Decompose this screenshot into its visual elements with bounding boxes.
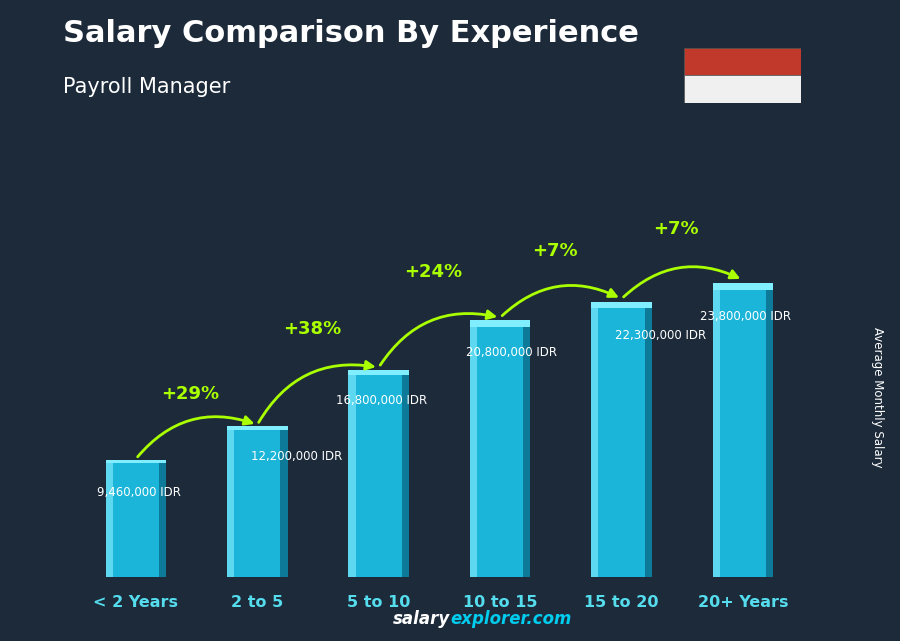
FancyBboxPatch shape <box>227 426 234 577</box>
FancyBboxPatch shape <box>105 460 166 463</box>
Text: 12,200,000 IDR: 12,200,000 IDR <box>251 451 343 463</box>
FancyBboxPatch shape <box>523 320 530 577</box>
Text: 5 to 10: 5 to 10 <box>347 595 410 610</box>
Bar <box>684 76 801 103</box>
Text: Payroll Manager: Payroll Manager <box>63 77 230 97</box>
Text: 16,800,000 IDR: 16,800,000 IDR <box>337 394 428 408</box>
FancyBboxPatch shape <box>281 426 288 577</box>
Text: +7%: +7% <box>532 242 578 260</box>
FancyBboxPatch shape <box>159 460 166 577</box>
FancyBboxPatch shape <box>105 460 112 577</box>
FancyBboxPatch shape <box>644 302 652 577</box>
FancyBboxPatch shape <box>470 320 530 326</box>
Text: 15 to 20: 15 to 20 <box>584 595 659 610</box>
Text: < 2 Years: < 2 Years <box>94 595 178 610</box>
FancyBboxPatch shape <box>348 369 410 577</box>
FancyBboxPatch shape <box>470 320 477 577</box>
FancyBboxPatch shape <box>227 426 288 430</box>
Text: Salary Comparison By Experience: Salary Comparison By Experience <box>63 19 639 48</box>
Text: +38%: +38% <box>283 320 341 338</box>
FancyBboxPatch shape <box>348 369 410 375</box>
Text: +29%: +29% <box>161 385 220 403</box>
Text: 10 to 15: 10 to 15 <box>463 595 537 610</box>
FancyBboxPatch shape <box>470 320 530 577</box>
FancyBboxPatch shape <box>401 369 410 577</box>
Text: 2 to 5: 2 to 5 <box>231 595 284 610</box>
Text: salary: salary <box>392 610 450 628</box>
FancyBboxPatch shape <box>713 283 720 577</box>
Text: 23,800,000 IDR: 23,800,000 IDR <box>700 310 791 322</box>
Text: +24%: +24% <box>404 263 463 281</box>
FancyBboxPatch shape <box>105 460 166 577</box>
FancyBboxPatch shape <box>591 302 599 577</box>
FancyBboxPatch shape <box>591 302 652 308</box>
FancyBboxPatch shape <box>713 283 773 577</box>
FancyBboxPatch shape <box>348 369 356 577</box>
Text: 20+ Years: 20+ Years <box>698 595 788 610</box>
FancyBboxPatch shape <box>227 426 288 577</box>
Text: 20,800,000 IDR: 20,800,000 IDR <box>466 345 557 359</box>
Bar <box>684 48 801 76</box>
Text: +7%: +7% <box>653 221 699 238</box>
FancyBboxPatch shape <box>766 283 773 577</box>
FancyBboxPatch shape <box>591 302 652 577</box>
Text: Average Monthly Salary: Average Monthly Salary <box>871 327 884 468</box>
Text: 22,300,000 IDR: 22,300,000 IDR <box>616 329 706 342</box>
FancyBboxPatch shape <box>713 283 773 290</box>
Text: 9,460,000 IDR: 9,460,000 IDR <box>97 486 181 499</box>
Text: explorer.com: explorer.com <box>450 610 572 628</box>
